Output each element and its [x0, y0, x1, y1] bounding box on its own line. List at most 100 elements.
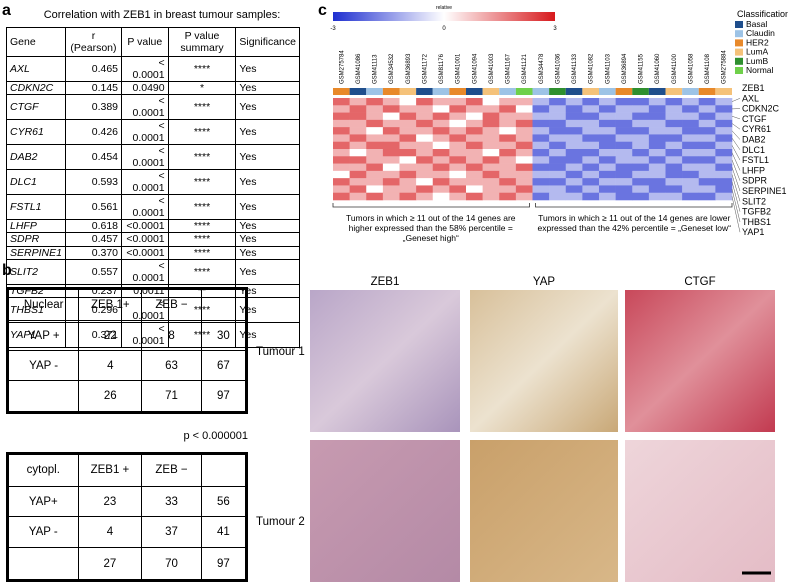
- class-cell: [682, 88, 699, 95]
- table-row: DLC1 0.593 < 0.0001 **** Yes: [6, 169, 300, 196]
- heat-cell: [632, 156, 650, 164]
- heat-cell: [482, 178, 500, 186]
- heat-cell: [349, 141, 367, 150]
- column-header: ZEB1 +: [77, 453, 143, 487]
- class-cell: [482, 88, 500, 95]
- table-cell: < 0.0001: [121, 94, 169, 121]
- count-cell: 63: [141, 350, 202, 381]
- heat-cell: [366, 170, 384, 179]
- heat-cell: [366, 105, 384, 113]
- class-cell: [632, 88, 649, 95]
- heat-cell: [632, 112, 650, 121]
- heat-cell: [582, 192, 600, 201]
- heat-cell: [432, 192, 450, 201]
- heat-cell: [615, 119, 633, 128]
- heat-cell: [549, 163, 567, 172]
- heat-cell: [549, 170, 567, 179]
- heat-cell: [499, 163, 517, 172]
- heat-cell: [549, 134, 567, 143]
- heat-cell: [515, 119, 533, 128]
- heat-cell: [582, 134, 600, 143]
- heat-cell: [499, 127, 517, 135]
- heat-cell: [665, 105, 683, 113]
- heat-cell: [715, 141, 733, 150]
- heat-cell: [449, 98, 467, 106]
- heat-cell: [615, 178, 633, 186]
- legend-label: Normal: [746, 65, 774, 75]
- count-cell: 22: [78, 320, 143, 351]
- heat-cell: [632, 185, 650, 194]
- heat-cell: [682, 192, 700, 201]
- heat-cell: [416, 134, 434, 143]
- legend-label: Basal: [746, 19, 767, 29]
- class-cell: [599, 88, 616, 95]
- column-header: ZEB −: [141, 288, 202, 321]
- heat-cell: [515, 185, 533, 194]
- heat-cell: [615, 98, 633, 106]
- heat-cell: [482, 134, 500, 143]
- total-cell: 27: [77, 547, 143, 581]
- heat-cell: [715, 156, 733, 164]
- heat-cell: [632, 192, 650, 201]
- heat-cell: [349, 163, 367, 172]
- total-cell: 97: [200, 380, 248, 413]
- heat-cell: [449, 134, 467, 143]
- heat-cell: [399, 105, 417, 113]
- heat-cell: [449, 127, 467, 135]
- heat-cell: [449, 170, 467, 179]
- sample-label: GSM41003: [489, 53, 495, 84]
- heat-cell: [599, 170, 616, 179]
- heat-cell: [515, 105, 533, 113]
- heat-cell: [449, 192, 467, 201]
- heat-cell: [599, 105, 616, 113]
- heat-cell: [399, 127, 417, 135]
- heat-cell: [582, 112, 600, 121]
- heat-cell: [715, 185, 733, 194]
- sample-label: GSM41086: [356, 53, 362, 84]
- heat-cell: [599, 98, 616, 106]
- sample-label: GSM41036: [555, 53, 561, 84]
- count-cell: 37: [141, 516, 202, 549]
- legend-title: Classification: [737, 9, 788, 19]
- p-value: p < 0.000001: [183, 430, 248, 442]
- heat-cell: [698, 134, 716, 143]
- heat-cell: [466, 112, 483, 121]
- heat-cell: [366, 141, 384, 150]
- heat-cell: [582, 141, 600, 150]
- column-header: P value: [121, 27, 169, 57]
- gene-label: AXL: [742, 93, 759, 103]
- heat-cell: [682, 141, 700, 150]
- row-label: YAP -: [6, 350, 80, 381]
- gene-label: ZEB1: [742, 83, 765, 93]
- heat-cell: [665, 163, 683, 172]
- table-row: LHFP 0.618 <0.0001 **** Yes: [6, 219, 300, 234]
- contingency-table: Nuclear ZEB 1+ ZEB − YAP +22 8 30 YAP -4 63 67 26…: [6, 287, 248, 414]
- heat-cell: [515, 127, 533, 135]
- heat-cell: [366, 119, 384, 128]
- legend-swatch: [735, 30, 743, 38]
- class-cell: [715, 88, 732, 95]
- table-cell: 0.145: [64, 80, 123, 96]
- heat-cell: [715, 170, 733, 179]
- heat-cell: [715, 119, 733, 128]
- heat-cell: [333, 192, 350, 201]
- heat-cell: [382, 98, 400, 106]
- heat-cell: [715, 149, 733, 157]
- heat-cell: [582, 185, 600, 194]
- heat-cell: [665, 192, 683, 201]
- column-label: CTGF: [684, 276, 716, 288]
- heat-cell: [366, 134, 384, 143]
- heat-cell: [333, 127, 350, 135]
- micrograph: [310, 440, 460, 582]
- heat-cell: [549, 149, 567, 157]
- heat-cell: [416, 170, 434, 179]
- corner-cell: Nuclear: [6, 288, 80, 321]
- sample-label: GSM36894: [622, 53, 628, 84]
- heat-cell: [549, 119, 567, 128]
- heat-cell: [482, 127, 500, 135]
- heat-cell: [648, 119, 666, 128]
- heat-cell: [399, 149, 417, 157]
- totals-row: 27 70 97: [7, 547, 248, 581]
- panel-label: c: [318, 2, 327, 19]
- heat-cell: [582, 170, 600, 179]
